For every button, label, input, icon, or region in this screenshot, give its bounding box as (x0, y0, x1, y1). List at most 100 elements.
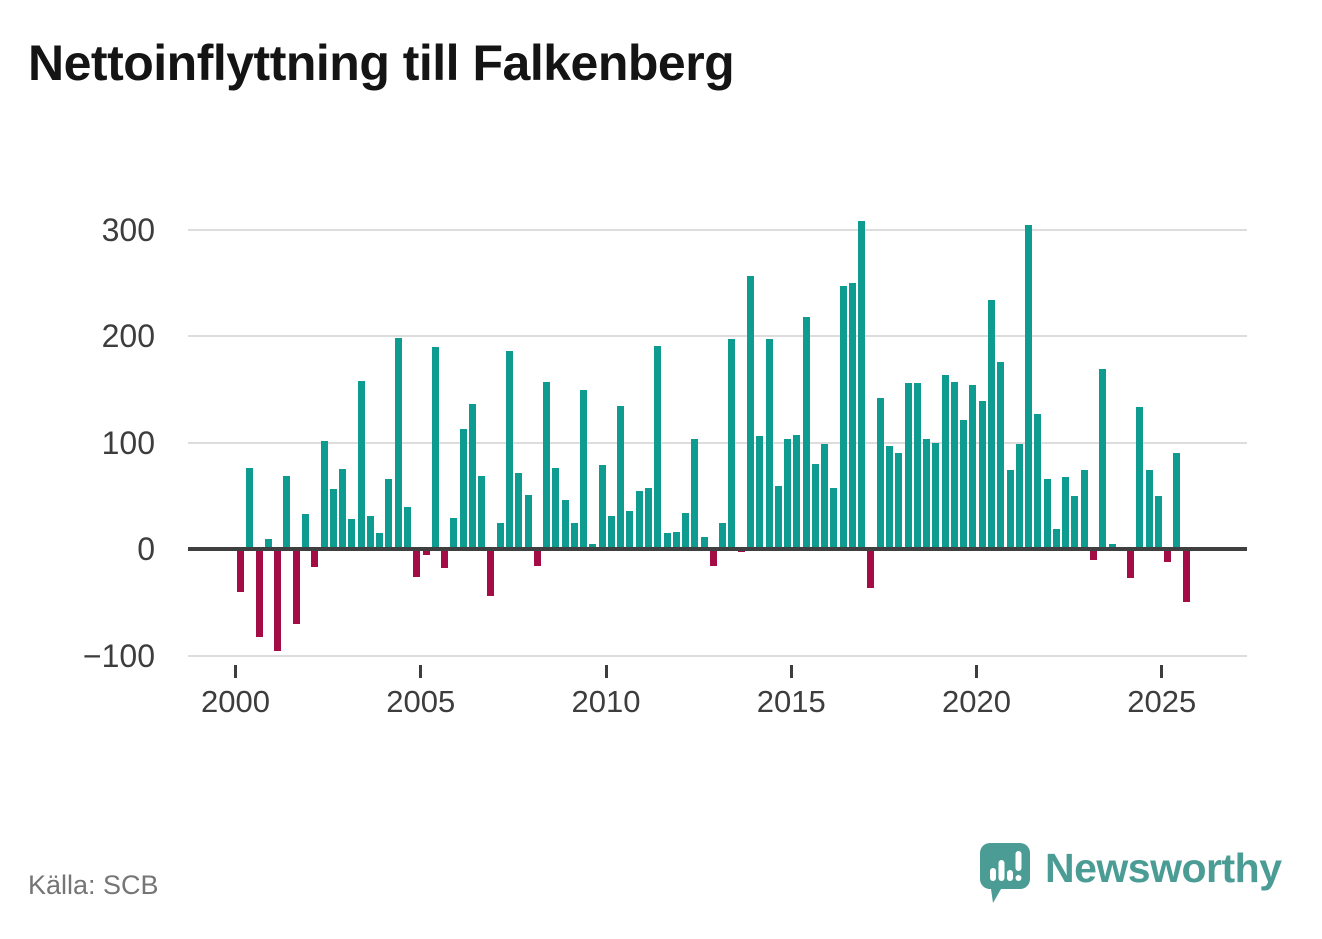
bar-quarter-15 (376, 533, 384, 549)
y-axis-label: 0 (137, 531, 155, 567)
bar-quarter-8 (311, 549, 319, 568)
bar-quarter-18 (403, 507, 411, 549)
bar-quarter-98 (1145, 470, 1153, 549)
bar-quarter-11 (339, 469, 347, 549)
bar-quarter-99 (1154, 495, 1162, 549)
bar-quarter-50 (700, 537, 708, 549)
bar-quarter-84 (1015, 443, 1023, 549)
x-axis-tick (419, 665, 423, 678)
bar-quarter-29 (505, 350, 513, 549)
bar-quarter-81 (988, 299, 995, 549)
page-title: Nettoinflyttning till Falkenberg (28, 35, 735, 91)
bar-quarter-88 (1052, 528, 1060, 549)
x-axis-label: 2025 (1127, 684, 1197, 719)
x-axis-tick (604, 665, 608, 678)
x-axis-label: 2000 (201, 684, 270, 719)
x-axis-tick (1160, 665, 1164, 678)
bar-quarter-44 (645, 488, 652, 549)
bar-quarter-39 (598, 464, 606, 549)
speech-bubble-bar-chart-icon (980, 843, 1030, 903)
bar-quarter-80 (978, 400, 986, 549)
bar-quarter-41 (617, 406, 625, 549)
bar-quarter-60 (793, 435, 801, 549)
bar-quarter-66 (848, 282, 856, 549)
bar-quarter-40 (607, 515, 615, 549)
bar-quarter-77 (950, 381, 958, 549)
bar-quarter-92 (1089, 549, 1097, 560)
bar-quarter-62 (811, 463, 819, 549)
bar-quarter-55 (746, 276, 754, 549)
bar-quarter-7 (302, 513, 310, 549)
bar-quarter-24 (459, 428, 467, 549)
bar-quarter-68 (867, 549, 875, 589)
bar-quarter-58 (774, 486, 782, 549)
bar-quarter-75 (932, 442, 940, 549)
y-axis-label: −100 (82, 637, 155, 674)
bar-quarter-12 (348, 519, 356, 549)
bar-quarter-100 (1164, 549, 1172, 562)
bar-quarter-32 (533, 549, 541, 567)
bar-quarter-82 (997, 361, 1005, 549)
bar-quarter-101 (1173, 453, 1181, 549)
bar-quarter-27 (487, 549, 495, 596)
bar-quarter-3 (264, 539, 272, 549)
bar-quarter-9 (320, 441, 328, 549)
bar-quarter-26 (478, 475, 486, 549)
bar-quarter-35 (561, 500, 569, 549)
bar-quarter-19 (413, 549, 421, 577)
bar-quarter-61 (802, 316, 810, 549)
bar-quarter-69 (876, 397, 884, 549)
bar-quarter-13 (357, 380, 365, 549)
x-axis-tick (975, 665, 978, 678)
bar-quarter-43 (635, 491, 643, 549)
bar-quarter-37 (580, 390, 588, 549)
y-axis-label: 200 (101, 318, 155, 354)
bar-quarter-79 (969, 384, 977, 549)
bar-quarter-6 (292, 549, 300, 624)
bar-quarter-38 (589, 543, 597, 549)
bar-quarter-56 (756, 436, 764, 549)
bar-quarter-91 (1080, 470, 1088, 549)
bar-quarter-42 (626, 510, 634, 549)
bar-quarter-34 (552, 468, 560, 549)
bar-quarter-96 (1127, 549, 1135, 578)
bar-quarter-31 (524, 494, 532, 549)
x-axis-label: 2020 (942, 684, 1011, 719)
bar-quarter-67 (858, 220, 866, 549)
bar-quarter-53 (728, 339, 736, 549)
bar-quarter-25 (468, 404, 476, 549)
bar-quarter-28 (496, 523, 504, 549)
bar-quarter-33 (543, 381, 551, 549)
bar-quarter-74 (923, 439, 931, 549)
bar-quarter-17 (394, 338, 402, 549)
bar-quarter-64 (830, 488, 838, 549)
bar-quarter-90 (1071, 495, 1079, 549)
newsworthy-wordmark: Newsworthy (1045, 845, 1282, 891)
x-axis-label: 2015 (756, 684, 826, 719)
gridline (188, 654, 1247, 657)
bar-quarter-86 (1034, 413, 1042, 549)
bar-quarter-94 (1108, 543, 1116, 549)
bar-quarter-102 (1182, 549, 1190, 603)
source-note: Källa: SCB (28, 870, 159, 900)
bar-quarter-72 (904, 382, 912, 549)
x-axis-tick (789, 665, 793, 678)
bar-quarter-22 (441, 549, 449, 569)
bar-quarter-85 (1025, 225, 1033, 549)
gridline (188, 228, 1247, 231)
x-axis-tick (234, 665, 237, 678)
bar-quarter-23 (450, 518, 458, 549)
bar-quarter-71 (895, 453, 903, 549)
newsworthy-logo: Newsworthy (980, 843, 1282, 909)
bar-quarter-21 (431, 346, 439, 549)
bar-quarter-20 (422, 549, 430, 556)
x-axis-label: 2010 (571, 684, 641, 719)
x-axis-label: 2005 (386, 684, 456, 719)
bar-quarter-36 (570, 523, 578, 549)
y-axis-label: 100 (101, 424, 155, 461)
bar-quarter-1 (246, 468, 254, 549)
bar-quarter-70 (886, 445, 894, 549)
bar-quarter-76 (941, 375, 949, 549)
bar-quarter-2 (255, 549, 263, 638)
bar-quarter-52 (719, 523, 727, 549)
